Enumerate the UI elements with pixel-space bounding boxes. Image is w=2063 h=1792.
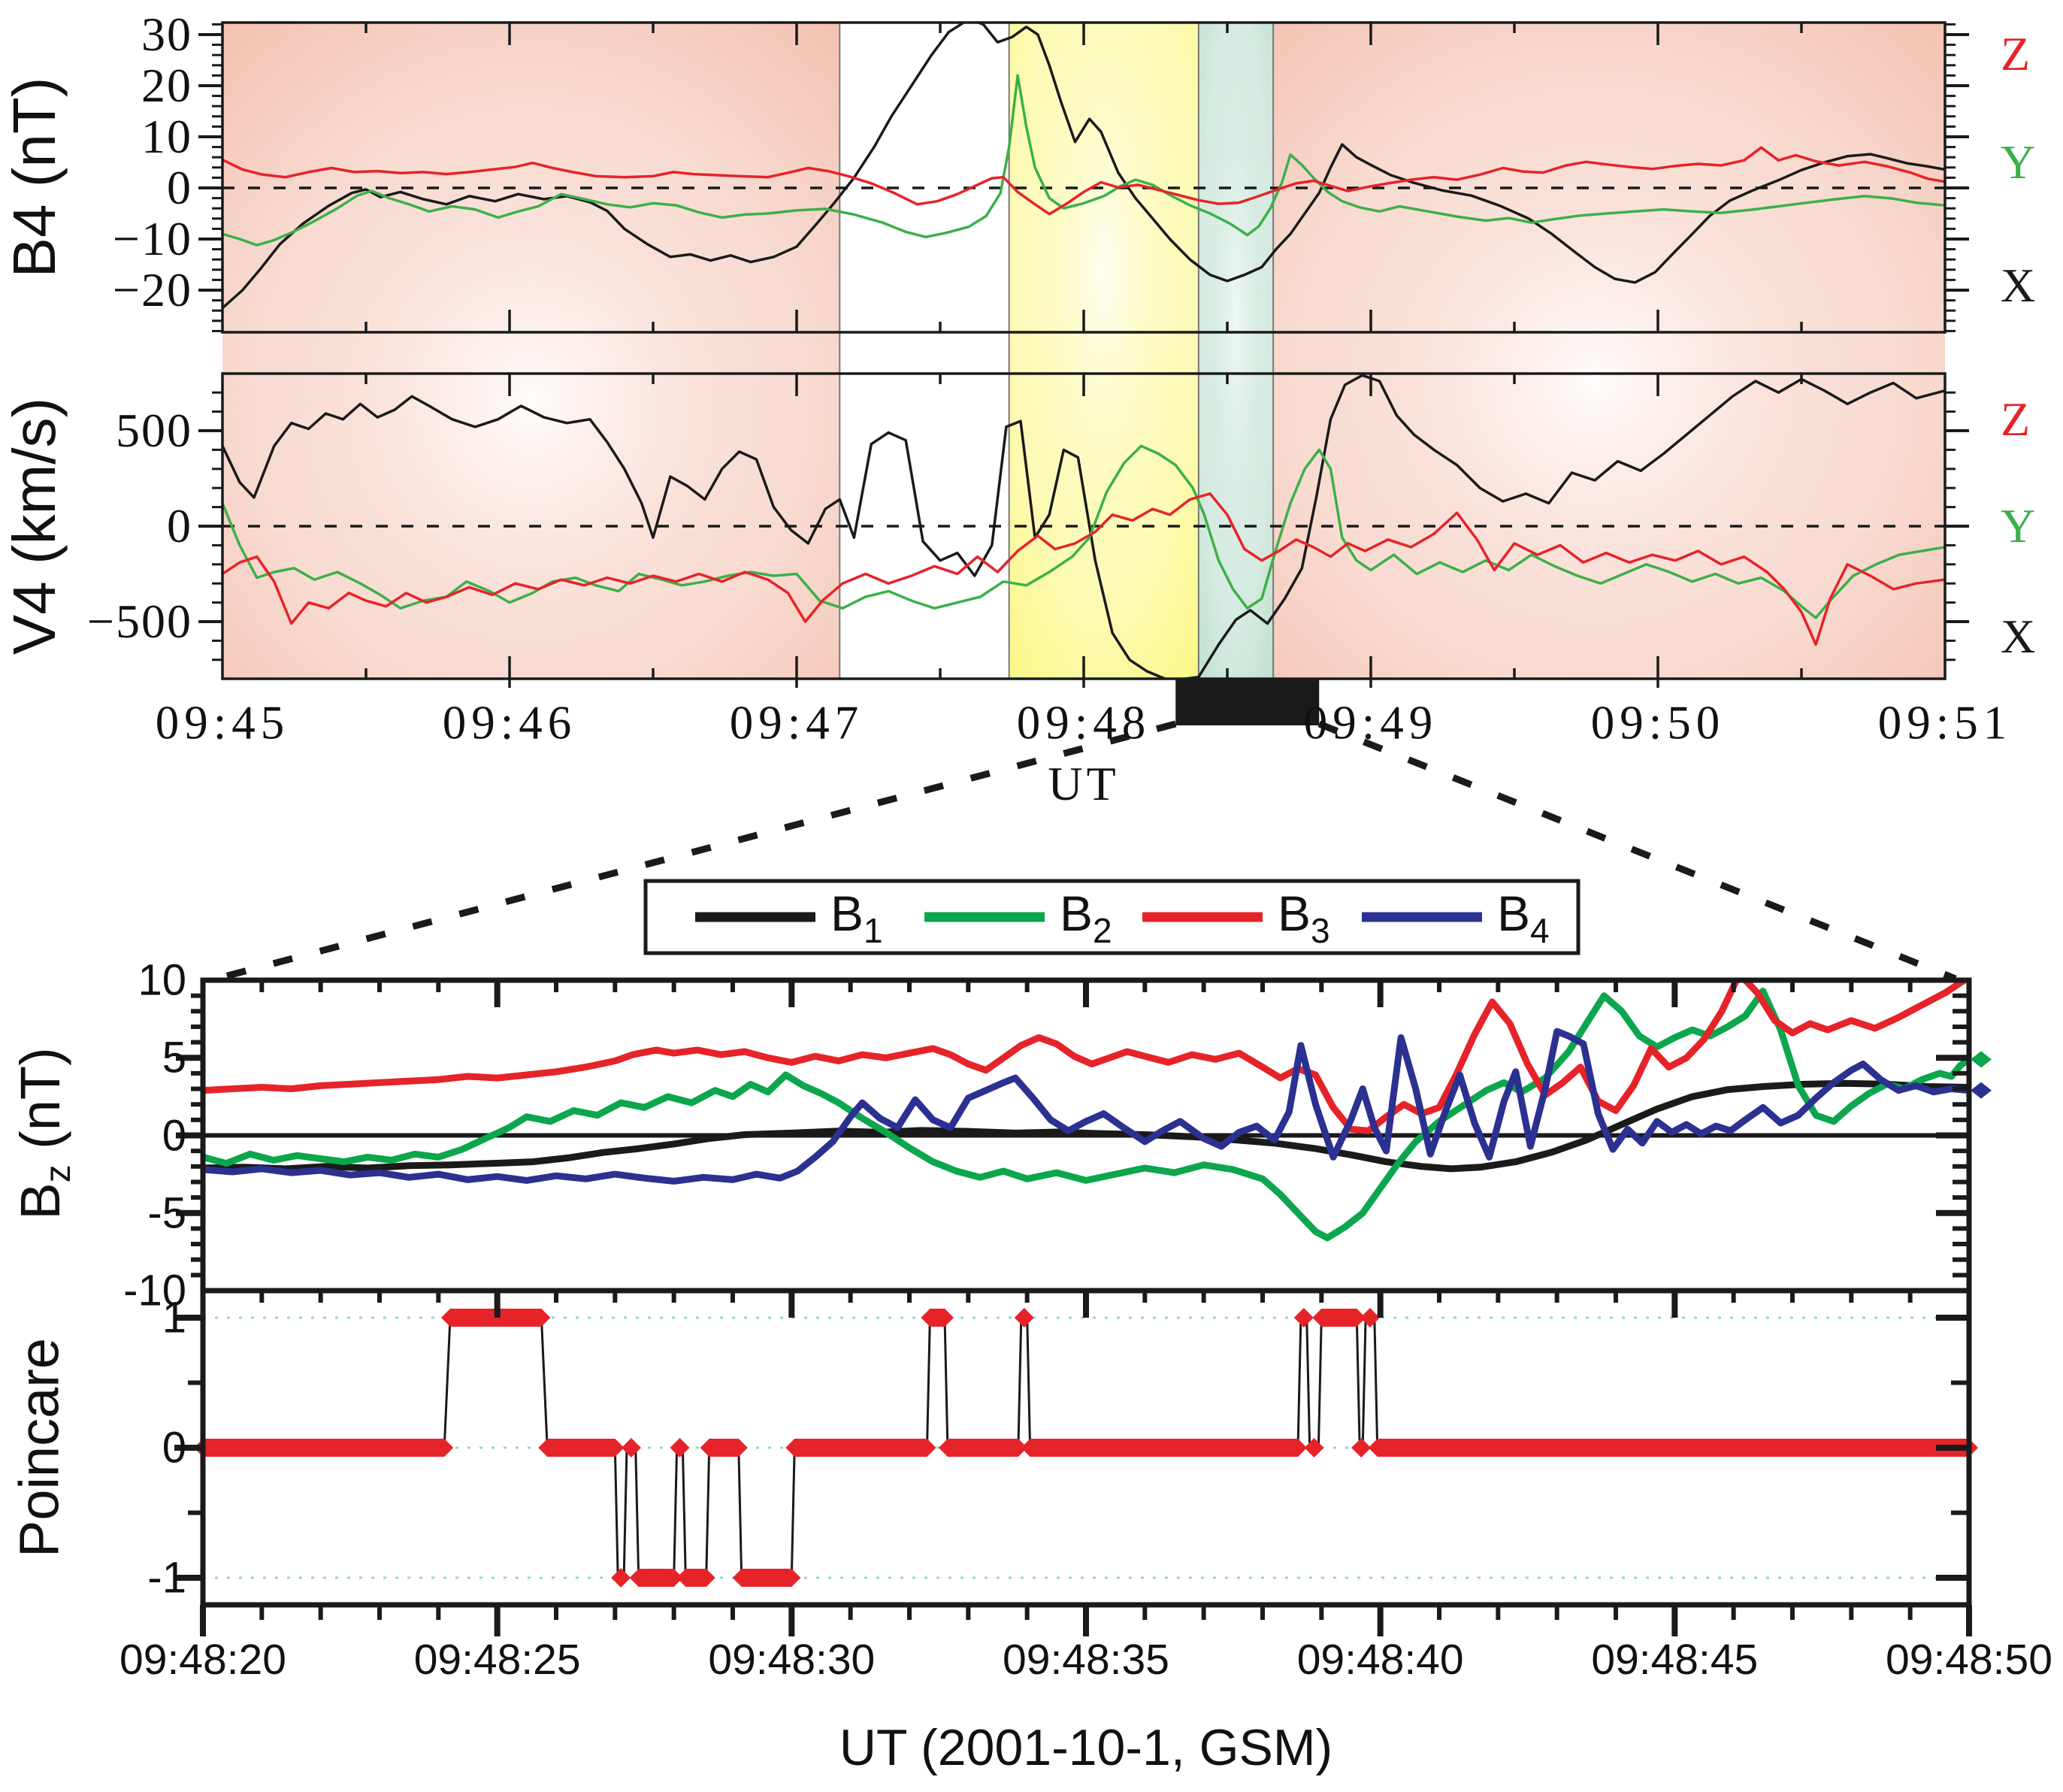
bottom-xtick-label: 09:48:20 (119, 1636, 286, 1684)
legend-b1-sub: 1 (864, 911, 883, 950)
legend-label-b1: B1 (830, 885, 883, 951)
bottom-xtick-label: 09:48:45 (1591, 1636, 1759, 1684)
poincare-axis-title: Poincare (8, 1337, 71, 1558)
bottom-xtick-label: 09:48:50 (1886, 1636, 2052, 1684)
v4-ytick-label: 0 (167, 499, 192, 552)
top-xtick-label: 09:50 (1590, 696, 1726, 749)
b4-ytick-label: −20 (112, 263, 192, 316)
top-xtick-label: 09:48 (1016, 696, 1151, 749)
legend-b1-main: B (830, 885, 864, 941)
bz-title-main: B (9, 1182, 71, 1220)
v4-axis-title: V4 (km/s) (1, 397, 68, 655)
poincare-ytick-label: 0 (162, 1423, 186, 1473)
top-xtick-label: 09:46 (442, 696, 577, 749)
bz-ytick-label: 5 (162, 1033, 186, 1082)
top-xtick-label: 09:49 (1303, 696, 1438, 749)
b4-ytick-label: 20 (141, 59, 192, 112)
legend-b3-sub: 3 (1311, 911, 1330, 950)
bz-ytick-label: 0 (162, 1111, 186, 1160)
legend-label-b4: B4 (1497, 885, 1550, 951)
v4-ytick-label: −500 (86, 595, 192, 648)
bz-ytick-label: 10 (138, 955, 186, 1005)
bottom-xtick-label: 09:48:35 (1003, 1636, 1169, 1684)
top-xtick-label: 09:47 (729, 696, 864, 749)
bottom-xtick-label: 09:48:40 (1296, 1636, 1464, 1684)
bz-ytick-label: -10 (123, 1266, 186, 1315)
b4-trace-label-z: Z (2001, 27, 2031, 80)
bz-ytick-label: -5 (147, 1188, 186, 1238)
top-xtick-label: 09:51 (1877, 696, 2013, 749)
legend-b2-sub: 2 (1093, 911, 1112, 950)
bottom-x-axis-title: UT (2001-10-1, GSM) (839, 1719, 1333, 1776)
legend-b4-sub: 4 (1530, 911, 1550, 950)
legend-b4-main: B (1497, 885, 1531, 941)
b4-trace-label-y: Y (2001, 135, 2036, 189)
bottom-xtick-label: 09:48:30 (708, 1636, 876, 1684)
top-x-axis-title: UT (1048, 757, 1120, 810)
poincare-ytick-label: -1 (147, 1553, 186, 1603)
v4-trace-label-y: Y (2001, 499, 2036, 552)
poincare-ytick-label: 1 (162, 1293, 186, 1342)
b4-ytick-label: 0 (167, 161, 192, 214)
b4-axis-title: B4 (nT) (1, 77, 68, 278)
legend-label-b2: B2 (1060, 885, 1112, 951)
b4-ytick-label: 10 (141, 110, 192, 163)
bottom-xtick-label: 09:48:25 (413, 1636, 581, 1684)
v4-trace-label-x: X (2001, 610, 2036, 663)
bz-title-rest: (nT) (9, 1047, 71, 1165)
v4-ytick-label: 500 (116, 404, 192, 457)
legend-b2-main: B (1060, 885, 1094, 941)
v4-trace-label-z: Z (2001, 392, 2031, 446)
top-xtick-label: 09:45 (155, 696, 290, 749)
b4-ytick-label: −10 (112, 212, 192, 265)
b4-trace-label-x: X (2001, 259, 2036, 312)
bz-axis-title: Bz (nT) (8, 1047, 79, 1220)
b4-ytick-label: 30 (141, 8, 192, 61)
bz-title-sub: z (38, 1164, 78, 1183)
legend-label-b3: B3 (1278, 885, 1330, 951)
legend-b3-main: B (1278, 885, 1311, 941)
